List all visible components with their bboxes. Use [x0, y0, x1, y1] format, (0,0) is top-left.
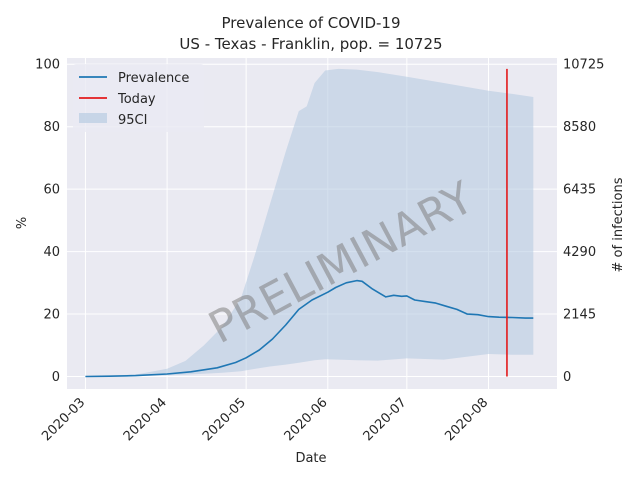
y-right-tick-label-2145: 2145 [563, 308, 596, 323]
y-tick-label-40: 40 [43, 245, 60, 260]
y-right-tick-label-4290: 4290 [563, 245, 596, 260]
y-tick-label-100: 100 [35, 58, 60, 73]
y-axis-right-label: # of infections [611, 177, 626, 272]
y-tick-label-20: 20 [43, 308, 60, 323]
legend-label-prevalence: Prevalence [118, 71, 189, 86]
legend-swatch-95ci [79, 113, 107, 123]
y-tick-label-60: 60 [43, 183, 60, 198]
y-tick-label-0: 0 [52, 370, 60, 385]
legend-label-today: Today [117, 92, 156, 107]
y-tick-label-80: 80 [43, 120, 60, 135]
prevalence-line [85, 279, 534, 378]
line-layer [85, 68, 534, 378]
y-right-tick-label-10725: 10725 [563, 58, 604, 73]
ci-band-95 [85, 68, 534, 377]
legend-label-95ci: 95CI [118, 113, 147, 128]
chart-title-line2: US - Texas - Franklin, pop. = 10725 [179, 35, 442, 53]
y-right-tick-label-0: 0 [563, 370, 571, 385]
legend: Prevalence Today 95CI [73, 64, 204, 132]
chart-title-line1: Prevalence of COVID-19 [221, 14, 400, 32]
y-right-tick-label-6435: 6435 [563, 183, 596, 198]
x-axis-label: Date [295, 451, 326, 466]
y-axis-label: % [15, 217, 30, 229]
ci-band-layer [85, 68, 534, 377]
y-right-tick-label-8580: 8580 [563, 120, 596, 135]
